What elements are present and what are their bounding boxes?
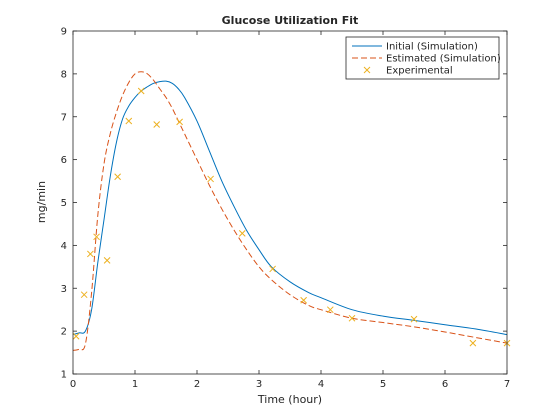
experimental-point xyxy=(238,230,246,237)
y-tick-label: 9 xyxy=(61,27,67,38)
experimental-point xyxy=(103,257,111,264)
experimental-point xyxy=(469,339,477,347)
x-tick-label: 5 xyxy=(380,379,386,390)
legend: Initial (Simulation) Estimated (Simulati… xyxy=(345,36,501,80)
x-tick-label: 0 xyxy=(70,379,76,390)
y-tick-label: 4 xyxy=(61,241,67,252)
x-tick-label: 4 xyxy=(318,379,324,390)
experimental-point xyxy=(72,332,80,340)
x-tick-label: 3 xyxy=(256,379,262,390)
plot-area xyxy=(73,31,507,374)
x-tick-label: 2 xyxy=(194,379,200,390)
legend-swatch-experimental xyxy=(363,66,371,74)
legend-label-experimental: Experimental xyxy=(386,66,453,77)
experimental-point xyxy=(300,296,307,304)
y-tick-label: 3 xyxy=(61,284,67,295)
experimental-point xyxy=(269,265,276,273)
y-tick-label: 6 xyxy=(61,155,67,166)
experimental-point xyxy=(87,250,94,258)
experimental-point xyxy=(326,306,334,314)
y-tick-label: 7 xyxy=(61,112,67,123)
y-tick-label: 8 xyxy=(61,69,67,80)
y-tick-label: 1 xyxy=(61,370,67,381)
experimental-point xyxy=(348,314,356,322)
experimental-point xyxy=(80,291,88,299)
series-layer xyxy=(72,71,511,351)
series-initial-line xyxy=(72,80,508,336)
y-axis-label: mg/min xyxy=(35,181,48,223)
experimental-point xyxy=(137,87,145,95)
experimental-point xyxy=(153,121,161,128)
x-tick-label: 7 xyxy=(504,379,510,390)
chart-title: Glucose Utilization Fit xyxy=(222,14,359,27)
experimental-point xyxy=(114,173,121,181)
experimental-point xyxy=(176,118,183,126)
x-axis-label: Time (hour) xyxy=(257,393,322,406)
experimental-point xyxy=(410,315,418,323)
legend-label-initial: Initial (Simulation) xyxy=(386,42,478,53)
experimental-point xyxy=(125,117,133,125)
y-tick-label: 5 xyxy=(61,198,67,209)
experimental-point xyxy=(93,233,100,241)
x-tick-label: 6 xyxy=(442,379,448,390)
series-experimental-markers xyxy=(72,87,511,347)
y-tick-label: 2 xyxy=(61,327,67,338)
legend-label-estimated: Estimated (Simulation) xyxy=(386,54,501,65)
experimental-point xyxy=(207,175,214,183)
x-tick-label: 1 xyxy=(132,379,138,390)
